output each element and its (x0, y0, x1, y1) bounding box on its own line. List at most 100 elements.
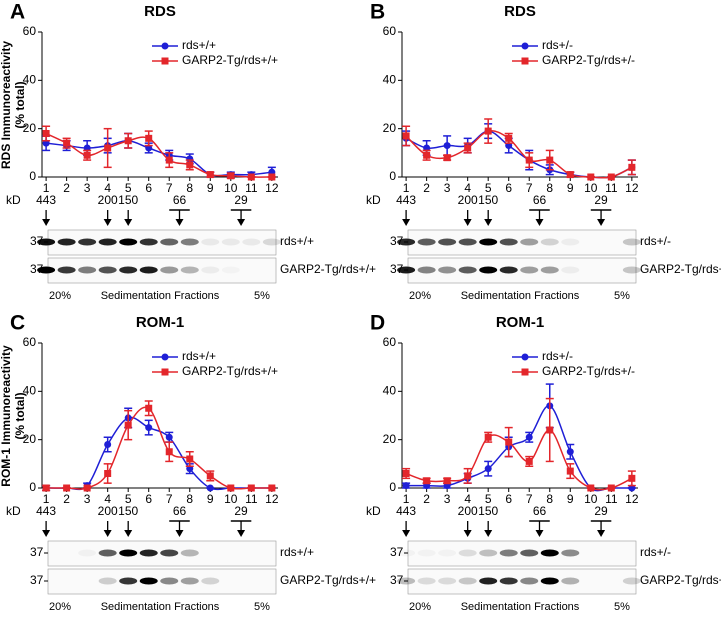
kd-value: 29 (594, 504, 608, 518)
y-tick-label: 0 (29, 480, 36, 494)
gradient-label: 5% (254, 601, 270, 613)
blot-band (479, 266, 498, 274)
series-line (406, 405, 632, 492)
blot-band (201, 266, 220, 274)
x-tick-label: 10 (584, 492, 598, 506)
gradient-label: 5% (254, 290, 270, 302)
data-point (402, 482, 410, 490)
blot-band (78, 238, 97, 246)
arrow-head (103, 219, 112, 226)
legend-label: GARP2-Tg/rds+/- (542, 364, 635, 378)
y-tick-label: 0 (389, 480, 396, 494)
blot-band (540, 238, 559, 246)
data-point (165, 156, 173, 164)
blot-band (438, 238, 457, 246)
x-tick-label: 9 (567, 181, 574, 195)
blot-band (98, 238, 117, 246)
data-point (525, 156, 533, 164)
gradient-label: Sedimentation Fractions (101, 290, 220, 302)
data-point (124, 421, 132, 429)
x-tick-label: 12 (265, 492, 279, 506)
arrow-head (124, 530, 133, 537)
blot-band (160, 238, 179, 246)
blot-label: rds+/+ (280, 234, 314, 248)
x-tick-label: 10 (224, 492, 238, 506)
legend-marker (521, 42, 529, 50)
y-axis-label-line: RDS Immunoreactivity (0, 41, 13, 169)
blot-label: GARP2-Tg/rds+/+ (280, 262, 376, 276)
blot-band (139, 266, 158, 274)
gradient-label: 20% (409, 290, 431, 302)
blot-band (397, 550, 415, 557)
series-line (45, 132, 272, 178)
data-point (525, 457, 533, 465)
data-point (443, 142, 451, 150)
x-tick-label: 8 (546, 492, 553, 506)
y-axis-label: ROM-1 Immunoreactivity(% total) (0, 345, 27, 487)
arrow-head (237, 219, 246, 226)
data-point (268, 173, 276, 181)
kd-value: 29 (234, 193, 248, 207)
blot-band (561, 577, 580, 585)
y-tick-label: 40 (383, 73, 397, 87)
data-point (484, 433, 492, 441)
data-point (186, 455, 194, 463)
x-tick-label: 5 (485, 492, 492, 506)
kd-value: 66 (173, 193, 187, 207)
legend-label: GARP2-Tg/rds+/+ (182, 364, 278, 378)
x-tick-label: 11 (245, 181, 258, 195)
x-tick-label: 7 (526, 181, 533, 195)
data-point (505, 438, 513, 446)
x-tick-label: 7 (166, 181, 173, 195)
blot-band (98, 266, 117, 274)
y-tick-label: 20 (383, 121, 397, 135)
y-tick-label: 60 (23, 335, 37, 349)
blot-band (520, 577, 539, 585)
kd-value: 200 (458, 193, 478, 207)
blot-label: GARP2-Tg/rds+/- (640, 262, 721, 276)
data-point (587, 484, 595, 492)
blot-band (458, 238, 477, 246)
legend-marker (521, 353, 529, 361)
legend-marker (161, 368, 169, 376)
x-tick-label: 6 (505, 181, 512, 195)
arrow-head (175, 219, 184, 226)
x-tick-label: 1 (403, 492, 410, 506)
kd-value: 200 (98, 193, 118, 207)
blot-band (458, 577, 477, 585)
x-tick-label: 10 (224, 181, 238, 195)
data-point (546, 426, 554, 434)
data-point (145, 404, 153, 412)
x-tick-label: 11 (605, 181, 618, 195)
marker-arrow (169, 520, 190, 537)
x-tick-label: 7 (166, 492, 173, 506)
blot-mw: 37 (390, 234, 404, 248)
data-point (104, 441, 112, 448)
blot-band (78, 550, 96, 557)
data-point (628, 474, 636, 482)
data-point (145, 134, 153, 142)
arrow-head (484, 219, 493, 226)
kd-value: 29 (594, 193, 608, 207)
gradient-label: Sedimentation Fractions (461, 601, 580, 613)
x-tick-label: 6 (145, 181, 152, 195)
y-tick-label: 0 (389, 169, 396, 183)
x-tick-label: 1 (43, 492, 50, 506)
data-point (464, 144, 472, 152)
gradient-label: 20% (49, 290, 71, 302)
data-point (83, 484, 91, 492)
x-tick-label: 3 (444, 492, 451, 506)
blot-band (119, 266, 138, 274)
blot-band (397, 577, 416, 585)
data-point (247, 173, 255, 181)
kd-value: 443 (36, 504, 56, 518)
blot-band (479, 238, 498, 246)
x-tick-label: 3 (444, 181, 451, 195)
data-point (227, 172, 235, 180)
y-axis-label-line: (% total) (13, 392, 27, 439)
blot-mw: 37 (390, 545, 404, 559)
data-point (607, 484, 615, 492)
legend-marker (161, 42, 169, 50)
blot-band (458, 266, 477, 274)
